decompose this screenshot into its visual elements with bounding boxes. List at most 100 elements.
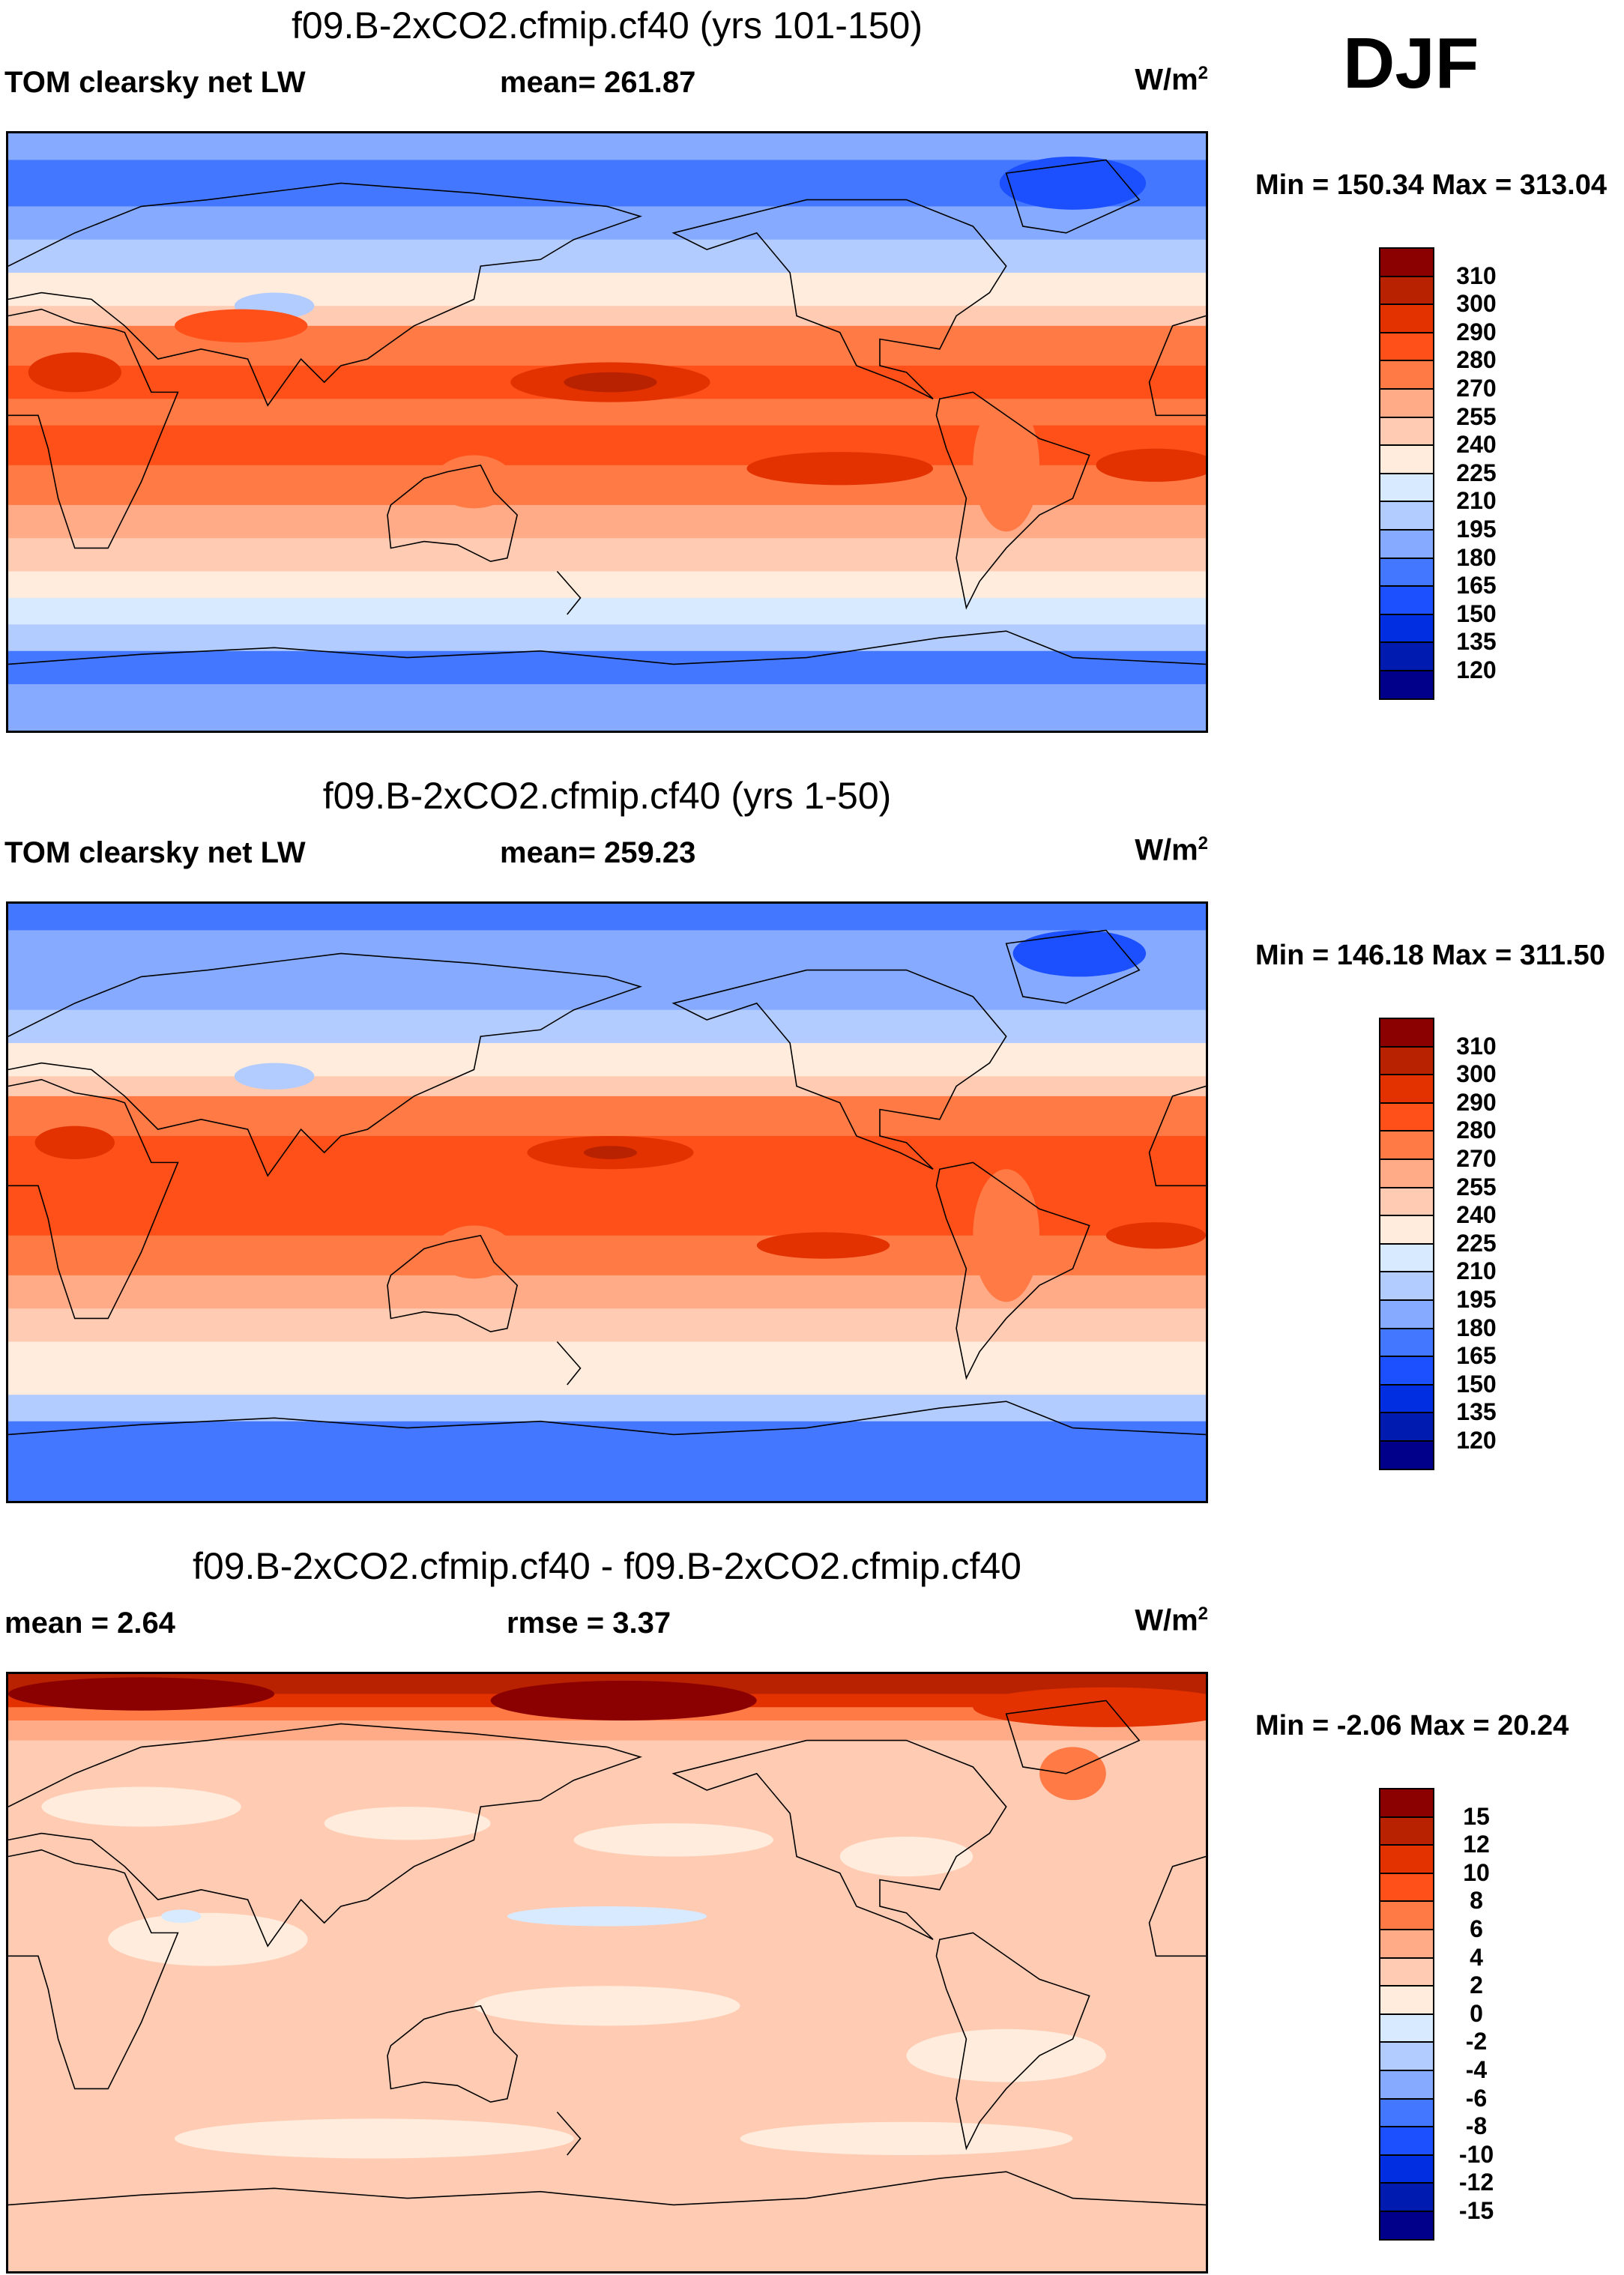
stat-label: mean= 259.23 <box>500 836 696 869</box>
contour-band <box>8 1308 1206 1344</box>
colorbar-tick-label: 195 <box>1456 516 1497 543</box>
colorbar-box <box>1379 1102 1434 1132</box>
colorbar-tick-label: 270 <box>1456 1145 1497 1172</box>
coastline <box>8 1723 640 1946</box>
colorbar-tick-label: 10 <box>1463 1858 1490 1886</box>
colorbar-tick-label: 165 <box>1456 572 1497 599</box>
contour-region <box>746 452 934 486</box>
coastline <box>8 183 640 405</box>
coastline <box>1150 1857 1206 1957</box>
coastline <box>8 1080 178 1319</box>
contour-region <box>573 1823 773 1857</box>
units-label: W/m2 <box>1135 63 1208 97</box>
colorbar-box <box>1379 1299 1434 1329</box>
colorbar <box>1379 247 1434 700</box>
coastline <box>557 571 580 614</box>
contour-band <box>8 1368 1206 1397</box>
colorbar-box <box>1379 669 1434 700</box>
coastline <box>674 970 1006 1170</box>
colorbar-tick-label: 310 <box>1456 1032 1497 1060</box>
colorbar-tick-label: 150 <box>1456 599 1497 627</box>
left-label: TOM clearsky net LW <box>4 66 306 99</box>
contour-band <box>8 976 1206 1012</box>
colorbar-tick-label: 240 <box>1456 1201 1497 1229</box>
colorbar-tick-label: 15 <box>1463 1802 1490 1830</box>
colorbar-tick-label: 270 <box>1456 375 1497 402</box>
colorbar-box <box>1379 613 1434 644</box>
coastline <box>1150 1087 1206 1186</box>
colorbar-tick-label: 280 <box>1456 1117 1497 1144</box>
colorbar-tick-label: 225 <box>1456 459 1497 486</box>
season-label: DJF <box>1343 23 1479 103</box>
colorbar-tick-label: 300 <box>1456 290 1497 318</box>
colorbar-tick-label: 290 <box>1456 318 1497 345</box>
colorbar-box <box>1379 2041 1434 2071</box>
coastline <box>387 2006 517 2102</box>
colorbar-box <box>1379 585 1434 615</box>
colorbar-box <box>1379 360 1434 390</box>
colorbar-box <box>1379 1242 1434 1273</box>
colorbar-box <box>1379 1018 1434 1048</box>
colorbar-box <box>1379 528 1434 559</box>
colorbar-tick-label: 225 <box>1456 1229 1497 1257</box>
colorbar-box <box>1379 303 1434 333</box>
colorbar-tick-label: 2 <box>1470 1972 1483 1999</box>
contour-band <box>8 1076 1206 1099</box>
colorbar-box <box>1379 1271 1434 1301</box>
colorbar-box <box>1379 2069 1434 2100</box>
coastline <box>387 1236 517 1332</box>
colorbar-box <box>1379 1215 1434 1245</box>
contour-region <box>507 1906 707 1927</box>
contour-band <box>8 1009 1206 1045</box>
contour-band <box>8 1720 1206 1742</box>
colorbar-box <box>1379 1186 1434 1217</box>
contour-region <box>756 1232 890 1259</box>
coastline <box>8 309 178 549</box>
contour-band <box>8 239 1206 275</box>
left-label: TOM clearsky net LW <box>4 836 306 869</box>
colorbar-box <box>1379 1439 1434 1470</box>
contour-region <box>174 2118 574 2159</box>
panel-title: f09.B-2xCO2.cfmip.cf40 - f09.B-2xCO2.cfm… <box>193 1545 1021 1587</box>
contour-region <box>973 1687 1240 1727</box>
colorbar-tick-label: -6 <box>1465 2084 1488 2112</box>
colorbar-box <box>1379 444 1434 474</box>
colorbar-tick-label: 310 <box>1456 262 1497 289</box>
contour-band <box>8 133 1206 162</box>
coastline <box>1006 930 1140 1003</box>
colorbar-tick-label: 8 <box>1470 1887 1483 1915</box>
contour-band <box>8 650 1206 686</box>
colorbar-box <box>1379 1158 1434 1188</box>
colorbar-box <box>1379 1900 1434 1930</box>
colorbar-box <box>1379 1412 1434 1442</box>
coastline <box>557 1341 580 1385</box>
units-exponent: 2 <box>1198 833 1208 853</box>
colorbar-tick-label: 120 <box>1456 1427 1497 1454</box>
coastline <box>557 2112 580 2155</box>
colorbar-tick-label: 6 <box>1470 1915 1483 1942</box>
contour-region <box>1012 930 1147 977</box>
colorbar-tick-label: 195 <box>1456 1286 1497 1313</box>
colorbar-tick-label: -8 <box>1465 2112 1488 2140</box>
contour-region <box>1039 1747 1106 1801</box>
units-text: W/m <box>1135 833 1198 867</box>
colorbar-box <box>1379 1788 1434 1818</box>
contour-region <box>1105 1222 1206 1249</box>
contour-band <box>8 1341 1206 1371</box>
colorbar-tick-label: 300 <box>1456 1060 1497 1088</box>
colorbar-tick-label: 255 <box>1456 402 1497 430</box>
colorbar-box <box>1379 1383 1434 1414</box>
contour-region <box>839 1836 974 1877</box>
coastline <box>936 1933 1089 2148</box>
contour-region <box>174 309 308 342</box>
colorbar-box <box>1379 1872 1434 1903</box>
contour-region <box>740 2121 1073 2156</box>
colorbar-tick-label: -4 <box>1465 2056 1488 2083</box>
colorbar <box>1379 1018 1434 1470</box>
colorbar-box <box>1379 1816 1434 1846</box>
contour-region <box>1096 448 1216 482</box>
map-field <box>8 133 1216 733</box>
colorbar-box <box>1379 1928 1434 1959</box>
colorbar-box <box>1379 472 1434 503</box>
min-max-label: Min = -2.06 Max = 20.24 <box>1255 1710 1569 1741</box>
